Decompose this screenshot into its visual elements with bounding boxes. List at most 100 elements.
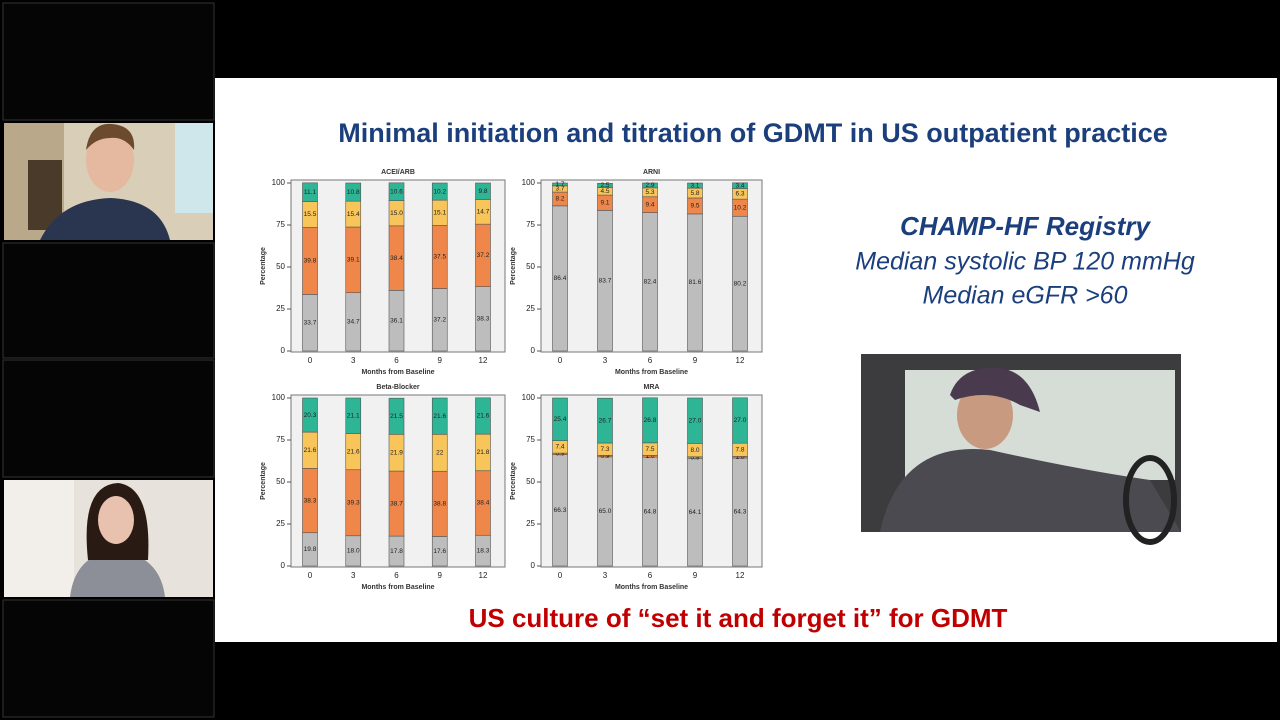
value-label: 38.7 [390, 500, 403, 507]
value-label: 3.7 [555, 186, 564, 193]
bp-note: Median systolic BP 120 mmHg [855, 248, 1195, 276]
value-label: 66.3 [554, 507, 567, 514]
value-label: 36.1 [390, 317, 403, 324]
value-label: 83.7 [599, 277, 612, 284]
bar-segment [302, 397, 318, 433]
photo-person [957, 381, 1013, 449]
slide-footer: US culture of “set it and forget it” for… [469, 603, 1008, 633]
y-tick-label: 0 [281, 561, 286, 570]
value-label: 4.5 [600, 188, 609, 195]
bar-segment [732, 397, 748, 444]
value-label: 15.1 [433, 210, 446, 217]
value-label: 21.6 [433, 413, 446, 420]
driver-photo [861, 354, 1181, 545]
value-label: 9.8 [478, 188, 487, 195]
bar-segment [642, 397, 658, 444]
value-label: 38.8 [433, 501, 446, 508]
value-label: 64.3 [734, 509, 747, 516]
value-label: 2.9 [645, 182, 654, 189]
value-label: 21.6 [347, 448, 360, 455]
x-axis-label: Months from Baseline [361, 584, 434, 591]
x-tick-label: 12 [479, 356, 488, 365]
x-axis-label: Months from Baseline [615, 584, 688, 591]
video-window [175, 123, 213, 213]
value-label: 0.9 [690, 454, 699, 461]
y-tick-label: 100 [272, 393, 286, 402]
value-label: 38.3 [477, 316, 490, 323]
video-person [40, 198, 170, 240]
x-tick-label: 0 [308, 571, 313, 580]
value-label: 38.4 [477, 500, 490, 507]
x-tick-label: 9 [693, 571, 698, 580]
chart-title: ARNI [643, 169, 660, 176]
value-label: 15.0 [390, 210, 403, 217]
value-label: 7.8 [735, 446, 744, 453]
x-tick-label: 3 [603, 356, 608, 365]
value-label: 27.0 [689, 417, 702, 424]
bar-segment [431, 397, 448, 435]
y-tick-label: 25 [276, 304, 285, 313]
chart-title: ACEI/ARB [381, 169, 415, 176]
value-label: 37.2 [433, 316, 446, 323]
x-tick-label: 3 [351, 356, 356, 365]
video-person [98, 496, 134, 544]
video-person [70, 550, 165, 597]
value-label: 15.5 [304, 211, 317, 218]
x-tick-label: 12 [479, 571, 488, 580]
value-label: 8.0 [690, 447, 699, 454]
value-label: 5.8 [690, 190, 699, 197]
bar-segment [642, 182, 658, 189]
y-tick-label: 75 [276, 435, 285, 444]
y-tick-label: 75 [276, 220, 285, 229]
y-tick-label: 50 [276, 262, 285, 271]
y-tick-label: 0 [531, 346, 536, 355]
y-tick-label: 50 [276, 477, 285, 486]
y-tick-label: 50 [526, 477, 535, 486]
x-tick-label: 3 [603, 571, 608, 580]
value-label: 39.3 [347, 499, 360, 506]
value-label: 10.2 [734, 204, 747, 211]
charts: ACEI/ARB Months from Baseline Percentage 0 2… [260, 169, 763, 591]
value-label: 2.5 [600, 182, 609, 189]
value-label: 3.1 [690, 182, 699, 189]
photo-wheel [1123, 455, 1177, 545]
value-label: 21.8 [477, 449, 490, 456]
slide-title: Minimal initiation and titration of GDMT… [338, 118, 1168, 148]
value-label: 86.4 [554, 275, 567, 282]
value-label: 21.9 [390, 449, 403, 456]
x-tick-label: 0 [308, 356, 313, 365]
value-label: 82.4 [644, 279, 657, 286]
y-tick-label: 100 [272, 178, 286, 187]
registry-name: CHAMP-HF Registry [900, 211, 1151, 241]
value-label: 39.8 [304, 258, 317, 265]
value-label: 9.4 [645, 201, 654, 208]
y-axis-label: Percentage [510, 462, 517, 500]
bar-segment [687, 397, 703, 444]
x-tick-label: 0 [558, 571, 563, 580]
empty-tile [2, 599, 215, 718]
value-label: 8.2 [555, 196, 564, 203]
value-label: 26.7 [599, 417, 612, 424]
bar-segment [302, 182, 318, 202]
y-tick-label: 75 [526, 435, 535, 444]
empty-tile [2, 242, 215, 359]
y-axis-label: Percentage [260, 247, 267, 285]
value-label: 26.8 [644, 417, 657, 424]
value-label: 11.1 [304, 189, 317, 196]
bar-segment [388, 182, 405, 201]
value-label: 3.4 [735, 182, 744, 189]
bar-segment [552, 182, 568, 187]
value-label: 21.1 [347, 412, 360, 419]
value-label: 1.0 [735, 454, 744, 461]
bar-segment [345, 397, 362, 434]
bar-segment [597, 183, 613, 188]
y-tick-label: 50 [526, 262, 535, 271]
chart-title: Beta-Blocker [376, 384, 419, 391]
y-axis-label: Percentage [260, 462, 267, 500]
bar-segment [388, 397, 405, 435]
value-label: 1.7 [555, 181, 564, 188]
value-label: 21.6 [477, 413, 490, 420]
value-label: 37.2 [477, 252, 490, 259]
value-label: 25.4 [554, 416, 567, 423]
value-label: 1.0 [645, 453, 654, 460]
